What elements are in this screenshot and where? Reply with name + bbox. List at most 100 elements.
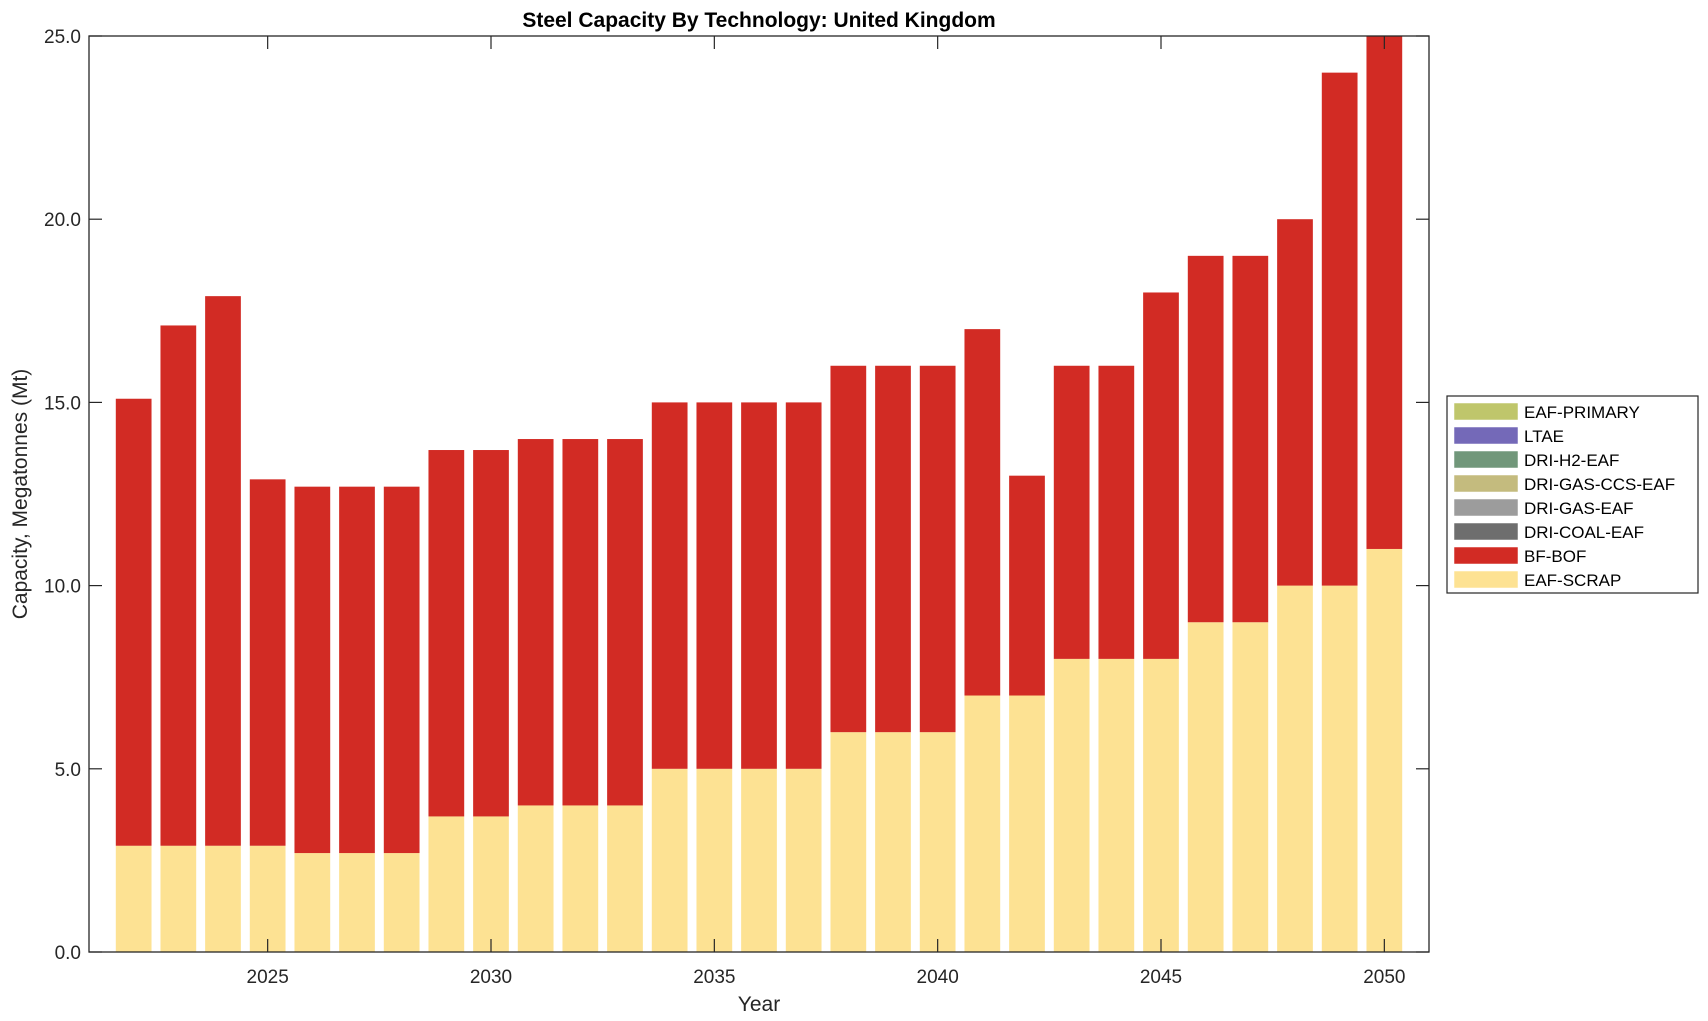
bar-bf-bof-2024	[205, 296, 241, 846]
bar-eaf-scrap-2025	[249, 845, 286, 952]
plot-area-frame	[88, 35, 1430, 953]
legend-item-eaf-scrap: EAF-SCRAP	[1453, 570, 1621, 590]
chart-title: Steel Capacity By Technology: United Kin…	[522, 9, 995, 32]
bar-eaf-scrap-2027	[339, 853, 375, 952]
bar-eaf-scrap-2041	[964, 695, 1001, 952]
bar-bf-bof-2039	[875, 365, 911, 733]
legend-label: BF-BOF	[1524, 547, 1586, 566]
bar-eaf-scrap-2028	[383, 853, 420, 952]
bar-eaf-scrap-2032	[562, 805, 599, 952]
legend-item-dri-h2-eaf: DRI-H2-EAF	[1453, 450, 1619, 470]
bar-eaf-scrap-2036	[741, 768, 777, 952]
bar-bf-bof-2026	[294, 486, 331, 854]
bar-bf-bof-2033	[607, 439, 643, 806]
legend-label: LTAE	[1524, 427, 1564, 446]
y-axis-ticks: 0.0 5.0 10.0 15.0 20.0 25.0	[44, 27, 1429, 964]
bar-bf-bof-2031	[517, 439, 554, 806]
legend-swatch	[1453, 450, 1519, 469]
bar-eaf-scrap-2046	[1187, 622, 1224, 952]
legend-swatch	[1453, 522, 1519, 541]
legend-item-dri-coal-eaf: DRI-COAL-EAF	[1453, 522, 1644, 542]
x-axis-title: Year	[738, 993, 780, 1016]
bar-bf-bof-2049	[1321, 72, 1358, 586]
bar-eaf-scrap-2050	[1366, 548, 1403, 952]
bar-eaf-scrap-2045	[1143, 658, 1179, 952]
bar-eaf-scrap-2044	[1098, 658, 1135, 952]
bar-eaf-scrap-2022	[115, 845, 152, 952]
bar-eaf-scrap-2026	[294, 853, 331, 952]
legend-label: EAF-PRIMARY	[1524, 403, 1640, 422]
bar-eaf-scrap-2030	[473, 816, 509, 952]
legend-swatch	[1453, 546, 1519, 565]
bar-bf-bof-2048	[1277, 219, 1313, 586]
y-tick-label: 5.0	[55, 760, 81, 781]
bar-eaf-scrap-2023	[160, 845, 197, 952]
bar-bf-bof-2035	[696, 402, 733, 769]
bar-bf-bof-2044	[1098, 365, 1135, 659]
bar-bf-bof-2043	[1053, 365, 1090, 659]
bar-eaf-scrap-2048	[1277, 585, 1313, 952]
bar-eaf-scrap-2037	[785, 768, 822, 952]
legend-label: DRI-GAS-CCS-EAF	[1524, 475, 1675, 494]
bar-bf-bof-2025	[249, 479, 286, 846]
x-tick-label: 2050	[1363, 967, 1405, 988]
bar-eaf-scrap-2029	[428, 816, 465, 952]
bar-bf-bof-2042	[1009, 475, 1045, 696]
bar-bf-bof-2040	[919, 365, 956, 733]
bar-eaf-scrap-2042	[1009, 695, 1045, 952]
bar-eaf-scrap-2031	[517, 805, 554, 952]
legend-swatch	[1453, 570, 1519, 589]
bar-bf-bof-2041	[964, 329, 1001, 696]
bar-eaf-scrap-2043	[1053, 658, 1090, 952]
bar-bf-bof-2047	[1232, 255, 1269, 623]
legend-label: DRI-COAL-EAF	[1524, 523, 1644, 542]
y-tick-label: 15.0	[44, 393, 81, 414]
legend-item-ltae: LTAE	[1453, 426, 1564, 446]
bar-bf-bof-2034	[651, 402, 688, 769]
y-tick-label: 0.0	[55, 943, 81, 964]
bar-bf-bof-2046	[1187, 255, 1224, 623]
bar-eaf-scrap-2039	[875, 732, 911, 952]
y-tick-label: 20.0	[44, 210, 81, 231]
bar-bf-bof-2023	[160, 325, 197, 846]
bar-eaf-scrap-2024	[205, 845, 241, 952]
bar-bf-bof-2027	[339, 486, 375, 854]
y-axis-title: Capacity, Megatonnes (Mt)	[9, 369, 32, 620]
legend: EAF-PRIMARY LTAE DRI-H2-EAF DRI-GAS-CCS-EAF…	[1446, 395, 1699, 594]
bar-bf-bof-2029	[428, 450, 465, 817]
legend-item-dri-gas-eaf: DRI-GAS-EAF	[1453, 498, 1634, 518]
y-tick-label: 10.0	[44, 577, 81, 598]
bar-bf-bof-2032	[562, 439, 599, 806]
x-tick-label: 2030	[470, 967, 512, 988]
legend-item-eaf-primary: EAF-PRIMARY	[1453, 402, 1640, 422]
legend-label: EAF-SCRAP	[1524, 571, 1621, 590]
bar-bf-bof-2028	[383, 486, 420, 854]
bar-bf-bof-2022	[115, 398, 152, 846]
bar-eaf-scrap-2040	[919, 732, 956, 952]
legend-label: DRI-H2-EAF	[1524, 451, 1619, 470]
legend-item-bf-bof: BF-BOF	[1453, 546, 1586, 566]
legend-item-dri-gas-ccs-eaf: DRI-GAS-CCS-EAF	[1453, 474, 1675, 494]
bar-eaf-scrap-2035	[696, 768, 733, 952]
y-tick-label: 25.0	[44, 27, 81, 48]
legend-swatch	[1453, 498, 1519, 517]
bars-group	[115, 36, 1403, 952]
x-tick-label: 2025	[247, 967, 289, 988]
legend-swatch	[1453, 426, 1519, 445]
bar-bf-bof-2036	[741, 402, 777, 769]
bar-bf-bof-2038	[830, 365, 867, 733]
x-tick-label: 2035	[693, 967, 735, 988]
x-tick-label: 2040	[917, 967, 959, 988]
bar-eaf-scrap-2049	[1321, 585, 1358, 952]
bar-eaf-scrap-2047	[1232, 622, 1269, 952]
x-axis-ticks: 2025 2030 2035 2040 2045 2050	[247, 36, 1405, 988]
legend-swatch	[1453, 402, 1519, 421]
bar-bf-bof-2037	[785, 402, 822, 769]
x-tick-label: 2045	[1140, 967, 1182, 988]
legend-swatch	[1453, 474, 1519, 493]
bar-eaf-scrap-2038	[830, 732, 867, 952]
bar-bf-bof-2045	[1143, 292, 1179, 659]
bar-bf-bof-2030	[473, 450, 509, 817]
bar-eaf-scrap-2034	[651, 768, 688, 952]
